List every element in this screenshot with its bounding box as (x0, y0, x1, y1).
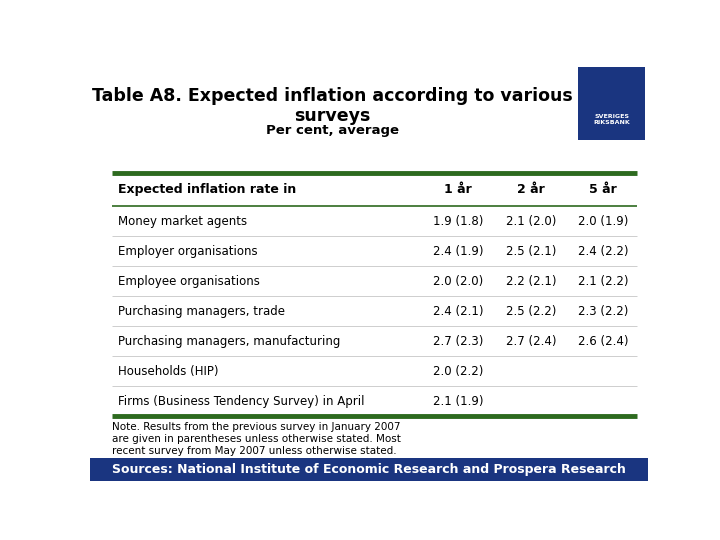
Text: Expected inflation rate in: Expected inflation rate in (118, 183, 296, 196)
Text: 2.6 (2.4): 2.6 (2.4) (578, 335, 629, 348)
Text: 1.9 (1.8): 1.9 (1.8) (433, 215, 483, 228)
Text: Households (HIP): Households (HIP) (118, 364, 218, 377)
Text: 2.5 (2.1): 2.5 (2.1) (505, 245, 556, 258)
Text: Money market agents: Money market agents (118, 215, 247, 228)
Text: Sources: National Institute of Economic Research and Prospera Research: Sources: National Institute of Economic … (112, 463, 626, 476)
Text: 5 år: 5 år (590, 183, 617, 196)
Text: Note. Results from the previous survey in January 2007
are given in parentheses : Note. Results from the previous survey i… (112, 422, 401, 456)
Text: 2.0 (2.0): 2.0 (2.0) (433, 275, 483, 288)
Text: Employer organisations: Employer organisations (118, 245, 258, 258)
Text: Employee organisations: Employee organisations (118, 275, 260, 288)
Bar (90, 458, 648, 481)
Text: 2.7 (2.3): 2.7 (2.3) (433, 335, 483, 348)
Text: SVERIGES
RIKSBANK: SVERIGES RIKSBANK (593, 114, 630, 125)
Text: 2.4 (2.2): 2.4 (2.2) (578, 245, 629, 258)
Text: Purchasing managers, trade: Purchasing managers, trade (118, 305, 285, 318)
Text: 2 år: 2 år (517, 183, 545, 196)
Text: 2.7 (2.4): 2.7 (2.4) (505, 335, 556, 348)
Text: 2.0 (2.2): 2.0 (2.2) (433, 364, 483, 377)
Text: 1 år: 1 år (444, 183, 472, 196)
Text: 2.5 (2.2): 2.5 (2.2) (505, 305, 556, 318)
Text: Table A8. Expected inflation according to various: Table A8. Expected inflation according t… (92, 87, 573, 105)
Text: 2.1 (2.0): 2.1 (2.0) (505, 215, 556, 228)
Text: 2.1 (1.9): 2.1 (1.9) (433, 395, 484, 408)
Text: Per cent, average: Per cent, average (266, 124, 399, 137)
Text: 2.3 (2.2): 2.3 (2.2) (578, 305, 629, 318)
Text: 2.2 (2.1): 2.2 (2.1) (505, 275, 556, 288)
Text: surveys: surveys (294, 106, 371, 125)
Text: 2.4 (2.1): 2.4 (2.1) (433, 305, 484, 318)
Text: Firms (Business Tendency Survey) in April: Firms (Business Tendency Survey) in Apri… (118, 395, 364, 408)
Bar (578, 67, 645, 140)
Text: 2.0 (1.9): 2.0 (1.9) (578, 215, 629, 228)
Text: 2.4 (1.9): 2.4 (1.9) (433, 245, 484, 258)
Text: 2.1 (2.2): 2.1 (2.2) (578, 275, 629, 288)
Text: Purchasing managers, manufacturing: Purchasing managers, manufacturing (118, 335, 341, 348)
